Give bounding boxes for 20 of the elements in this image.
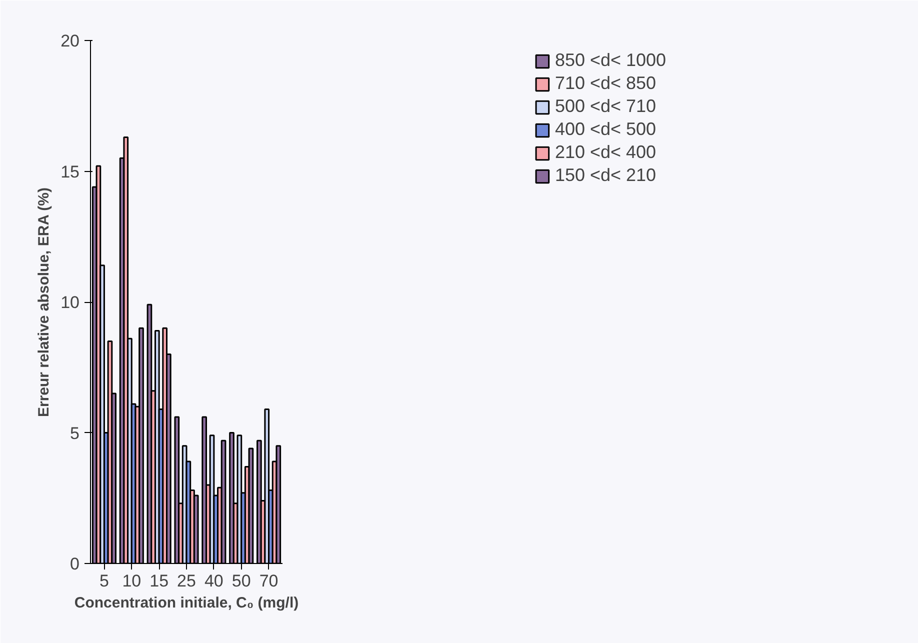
- x-tick-label: 70: [259, 572, 278, 590]
- x-tick-label: 5: [99, 572, 109, 590]
- x-tick-label: 50: [232, 572, 251, 590]
- x-tick-label: 40: [204, 572, 224, 590]
- x-tick-label: 15: [150, 572, 169, 590]
- y-axis-title: Erreur relative absolue, ERA (%): [36, 188, 53, 418]
- y-tick-label: 0: [70, 554, 80, 574]
- x-axis-title: Concentration initiale, C₀ (mg/l): [74, 594, 299, 612]
- y-tick-label: 5: [70, 424, 80, 443]
- legend-label: 400 <d< 500: [554, 119, 656, 140]
- x-tick-label: 10: [122, 572, 142, 590]
- y-tick-label: 20: [60, 32, 80, 50]
- x-tick-label: 25: [177, 572, 196, 590]
- legend-label: 150 <d< 210: [554, 165, 656, 186]
- y-tick-label: 10: [60, 293, 80, 312]
- legend-label: 210 <d< 400: [554, 142, 656, 163]
- y-tick-label: 15: [60, 162, 80, 182]
- legend-label: 500 <d< 710: [554, 96, 656, 117]
- legend-label: 850 <d< 1000: [554, 50, 666, 71]
- legend-label: 710 <d< 850: [554, 73, 656, 94]
